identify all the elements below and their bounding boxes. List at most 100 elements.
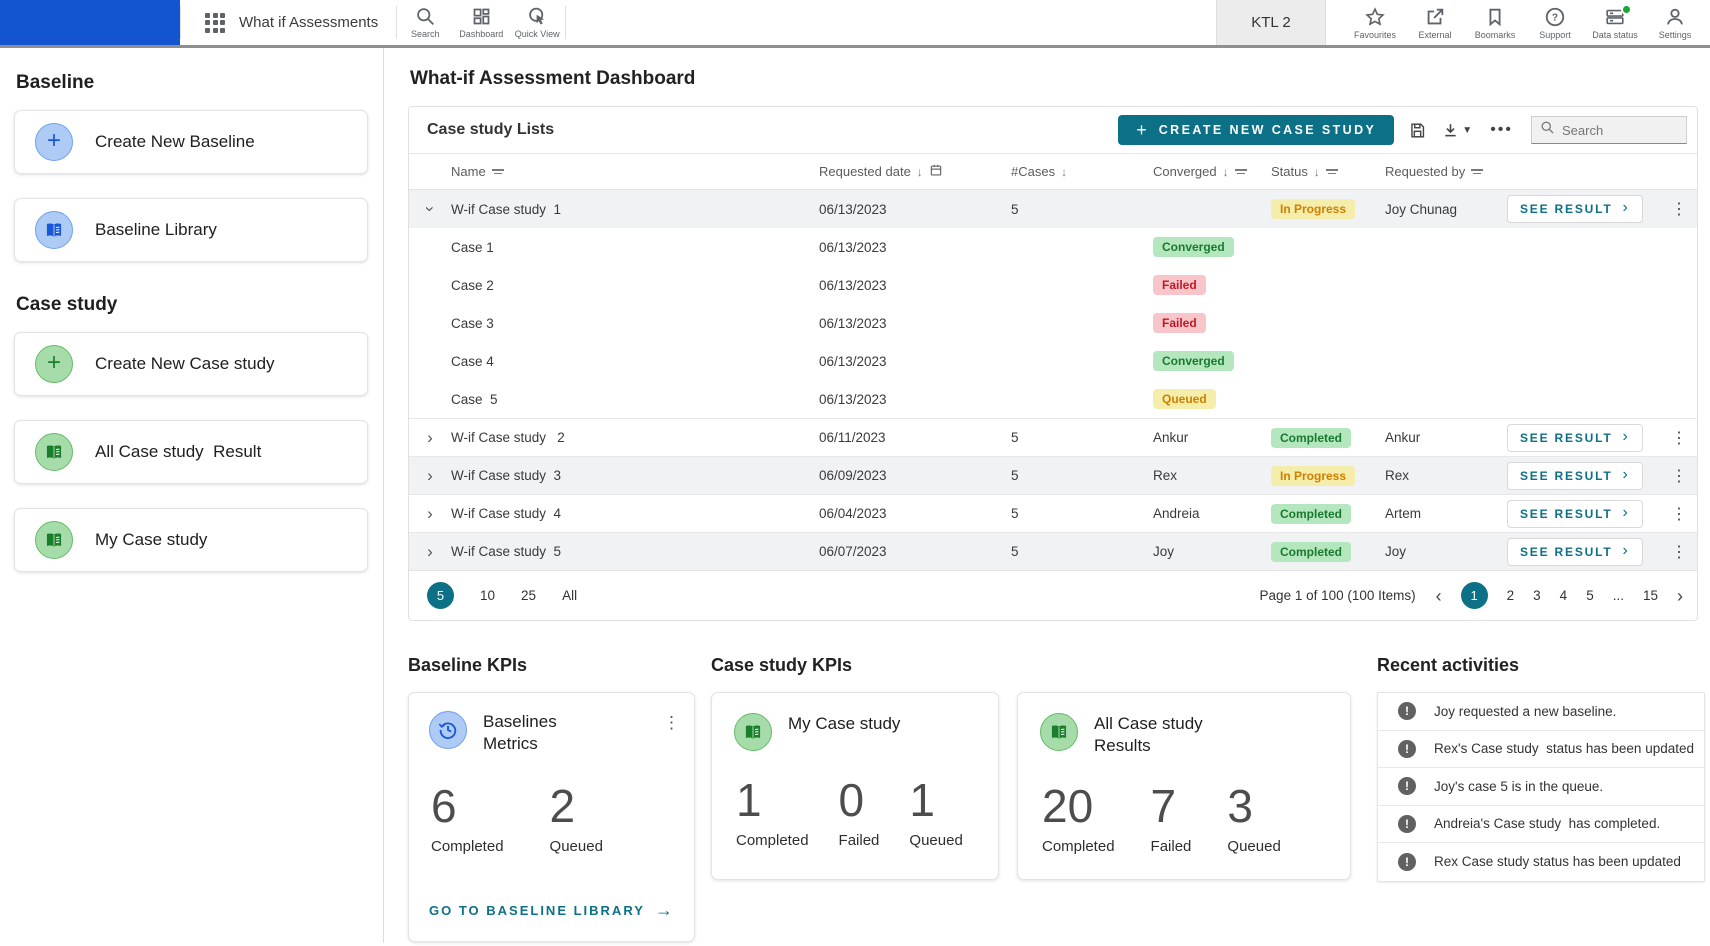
chevron-right-icon[interactable]: › — [409, 542, 451, 562]
page-number[interactable]: 4 — [1560, 588, 1568, 603]
recent-activities-heading: Recent activities — [1377, 655, 1705, 676]
kpi-metric: 3 Queued — [1227, 781, 1280, 855]
see-result-button[interactable]: SEE RESULT› — [1507, 462, 1643, 490]
sidebar-item-my-case-study[interactable]: My Case study — [14, 508, 368, 572]
chevron-right-icon[interactable]: › — [409, 504, 451, 524]
export-download-button[interactable]: ▼ — [1441, 121, 1472, 140]
table-header-row: Name Requested date ↓ #Cases ↓ Converged — [409, 153, 1697, 190]
kpi-metric: 1 Completed — [736, 775, 809, 849]
sidebar: Baseline + Create New Baseline Baseline … — [0, 48, 384, 943]
pagination-info: Page 1 of 100 (100 Items) — [1260, 588, 1416, 603]
topnav-dashboard[interactable]: Dashboard — [453, 0, 509, 45]
row-menu-button[interactable]: ⋮ — [1659, 466, 1699, 486]
table-row[interactable]: › W-if Case study 4 06/04/2023 5 Andreia… — [409, 494, 1697, 532]
status-badge: Converged — [1153, 237, 1234, 257]
table-row-child[interactable]: Case 3 06/13/2023 Failed — [409, 304, 1697, 342]
see-result-button[interactable]: SEE RESULT› — [1507, 195, 1643, 223]
status-badge: Failed — [1153, 313, 1206, 333]
sidebar-item-baseline-library[interactable]: Baseline Library — [14, 198, 368, 262]
filter-icon[interactable] — [1471, 169, 1483, 174]
row-menu-button[interactable]: ⋮ — [1659, 504, 1699, 524]
table-row-child[interactable]: Case 2 06/13/2023 Failed — [409, 266, 1697, 304]
filter-icon[interactable] — [1326, 169, 1338, 174]
dashboard-icon — [471, 6, 492, 27]
app-grid-icon[interactable] — [205, 13, 225, 33]
column-header-requested-by: Requested by — [1385, 164, 1507, 179]
row-menu-button[interactable]: ⋮ — [1659, 542, 1699, 562]
page-number[interactable]: 2 — [1507, 588, 1515, 603]
page-number[interactable]: 5 — [1586, 588, 1594, 603]
sidebar-item-create-new-case-study[interactable]: + Create New Case study — [14, 332, 368, 396]
topnav-search[interactable]: Search — [397, 0, 453, 45]
sort-desc-icon[interactable]: ↓ — [1223, 165, 1229, 179]
table-row[interactable]: › W-if Case study 2 06/11/2023 5 Ankur C… — [409, 418, 1697, 456]
table-row-child[interactable]: Case 5 06/13/2023 Queued — [409, 380, 1697, 418]
create-new-case-study-button[interactable]: + CREATE NEW CASE STUDY — [1118, 115, 1394, 145]
table-row[interactable]: › W-if Case study 3 06/09/2023 5 Rex In … — [409, 456, 1697, 494]
previous-page-button[interactable]: ‹ — [1436, 587, 1442, 605]
see-result-button[interactable]: SEE RESULT› — [1507, 500, 1643, 528]
topnav-quick-view[interactable]: Quick View — [509, 0, 565, 45]
support-button[interactable]: ? Support — [1530, 0, 1580, 45]
search-icon — [415, 6, 436, 27]
page-size-option[interactable]: 10 — [480, 588, 495, 603]
arrow-right-icon: → — [655, 900, 673, 921]
chevron-down-icon[interactable]: › — [409, 199, 451, 219]
search-icon — [1540, 120, 1555, 140]
external-button[interactable]: External — [1410, 0, 1460, 45]
book-icon — [35, 211, 73, 249]
page-number[interactable]: 3 — [1533, 588, 1541, 603]
column-header-requested-date: Requested date ↓ — [819, 163, 1011, 180]
page-title: What-if Assessment Dashboard — [410, 68, 1698, 90]
next-page-button[interactable]: › — [1677, 587, 1683, 605]
sort-desc-icon[interactable]: ↓ — [1314, 165, 1320, 179]
table-row-child[interactable]: Case 4 06/13/2023 Converged — [409, 342, 1697, 380]
brand-logo-block — [0, 0, 180, 45]
page-size-option-selected[interactable]: 5 — [427, 582, 454, 609]
filter-icon[interactable] — [492, 169, 504, 174]
card-title: Baselines Metrics — [483, 711, 613, 755]
calendar-icon[interactable] — [929, 163, 943, 180]
sidebar-item-create-new-baseline[interactable]: + Create New Baseline — [14, 110, 368, 174]
case-study-lists-panel: Case study Lists + CREATE NEW CASE STUDY… — [408, 106, 1698, 621]
baseline-kpis-heading: Baseline KPIs — [408, 655, 695, 676]
bookmarks-button[interactable]: Boomarks — [1470, 0, 1520, 45]
search-input[interactable] — [1562, 123, 1672, 138]
row-menu-button[interactable]: ⋮ — [1659, 199, 1699, 219]
favourites-button[interactable]: Favourites — [1350, 0, 1400, 45]
sidebar-item-all-case-study-result[interactable]: All Case study Result — [14, 420, 368, 484]
data-status-button[interactable]: Data status — [1590, 0, 1640, 45]
card-menu-button[interactable]: ⋮ — [663, 713, 680, 733]
kpi-metric: 6 Completed — [431, 781, 504, 855]
chevron-right-icon: › — [1622, 199, 1629, 217]
see-result-button[interactable]: SEE RESULT› — [1507, 424, 1643, 452]
environment-tab[interactable]: KTL 2 — [1216, 0, 1326, 45]
chevron-right-icon: › — [1622, 504, 1629, 522]
table-search[interactable] — [1531, 116, 1687, 144]
bookmark-icon — [1484, 6, 1506, 28]
go-to-baseline-library-link[interactable]: GO TO BASELINE LIBRARY → — [429, 900, 673, 921]
activity-item: ! Joy requested a new baseline. — [1378, 693, 1704, 731]
more-options-button[interactable]: ••• — [1490, 121, 1513, 139]
status-badge: Converged — [1153, 351, 1234, 371]
filter-icon[interactable] — [1235, 169, 1247, 174]
page-number[interactable]: 15 — [1643, 588, 1658, 603]
page-size-option[interactable]: 25 — [521, 588, 536, 603]
book-icon — [35, 433, 73, 471]
chevron-right-icon[interactable]: › — [409, 466, 451, 486]
sort-desc-icon[interactable]: ↓ — [917, 165, 923, 179]
row-menu-button[interactable]: ⋮ — [1659, 428, 1699, 448]
sort-desc-icon[interactable]: ↓ — [1061, 165, 1067, 179]
activity-item: ! Andreia's Case study has completed. — [1378, 806, 1704, 844]
chevron-right-icon[interactable]: › — [409, 428, 451, 448]
table-row[interactable]: › W-if Case study 1 06/13/2023 5 In Prog… — [409, 190, 1697, 228]
see-result-button[interactable]: SEE RESULT› — [1507, 538, 1643, 566]
table-row-child[interactable]: Case 1 06/13/2023 Converged — [409, 228, 1697, 266]
column-header-cases: #Cases ↓ — [1011, 164, 1153, 179]
settings-button[interactable]: Settings — [1650, 0, 1700, 45]
save-layout-button[interactable] — [1408, 121, 1427, 140]
table-row[interactable]: › W-if Case study 5 06/07/2023 5 Joy Com… — [409, 532, 1697, 570]
alert-icon: ! — [1398, 740, 1416, 758]
page-number-current[interactable]: 1 — [1461, 582, 1488, 609]
page-size-option[interactable]: All — [562, 588, 577, 603]
